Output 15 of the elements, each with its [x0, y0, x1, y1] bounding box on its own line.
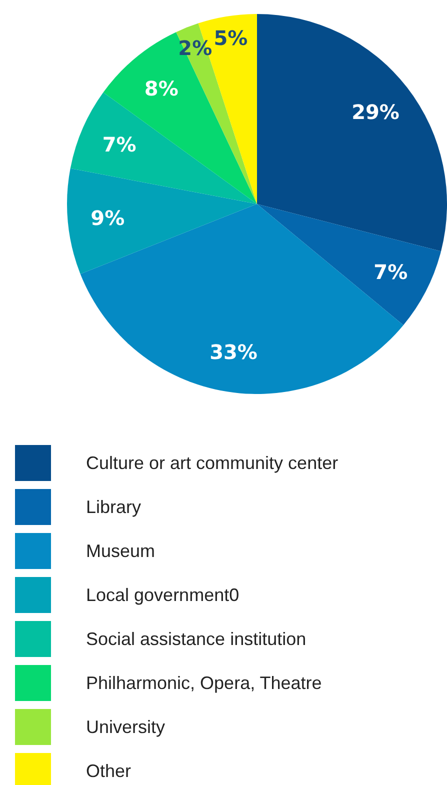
data-label: 29%	[352, 100, 400, 124]
data-label: 8%	[144, 76, 178, 100]
legend-label: Philharmonic, Opera, Theatre	[86, 673, 322, 693]
data-label: 7%	[374, 260, 408, 284]
legend-label: Culture or art community center	[86, 453, 338, 473]
data-label: 5%	[214, 26, 248, 50]
legend-label: Museum	[86, 541, 156, 561]
legend-label: University	[86, 717, 166, 737]
data-label: 9%	[90, 206, 125, 230]
data-label: 7%	[102, 132, 136, 156]
data-label: 33%	[210, 340, 258, 364]
legend-label: Social assistance institution	[86, 629, 306, 649]
legend-label: Library	[86, 497, 142, 517]
legend-label: Local government0	[86, 585, 240, 605]
legend-label: Other	[86, 761, 132, 781]
